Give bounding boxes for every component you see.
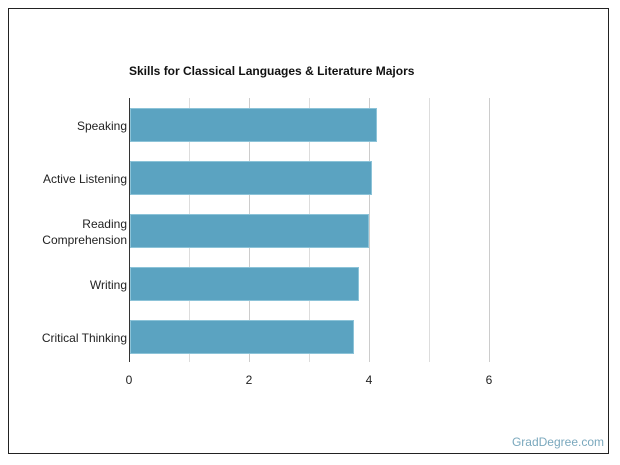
y-label-active-listening: Active Listening [42, 172, 127, 186]
x-tick-6: 6 [485, 373, 493, 387]
x-tick-0: 0 [125, 373, 133, 387]
y-axis-line [129, 98, 130, 362]
x-tick-2: 2 [245, 373, 253, 387]
bar-writing[interactable] [130, 267, 359, 301]
y-label-comprehension: Comprehension [42, 233, 127, 247]
gridline-4 [369, 98, 370, 362]
y-label-reading: Reading [82, 217, 127, 231]
brand-watermark: GradDegree.com [511, 435, 604, 449]
bar-critical-thinking[interactable] [130, 320, 354, 354]
y-label-speaking: Speaking [76, 119, 127, 133]
bar-speaking[interactable] [130, 108, 377, 142]
gridline-6 [489, 98, 490, 362]
x-tick-4: 4 [365, 373, 373, 387]
plot-area [129, 98, 490, 362]
bar-reading-comprehension[interactable] [130, 214, 369, 248]
bar-active-listening[interactable] [130, 161, 372, 195]
gridline-5 [429, 98, 430, 362]
chart-title: Skills for Classical Languages & Literat… [129, 64, 415, 78]
y-label-critical-thinking: Critical Thinking [41, 331, 127, 345]
y-label-writing: Writing [89, 278, 127, 292]
